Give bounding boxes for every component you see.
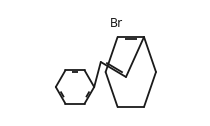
Text: Br: Br — [110, 17, 123, 30]
